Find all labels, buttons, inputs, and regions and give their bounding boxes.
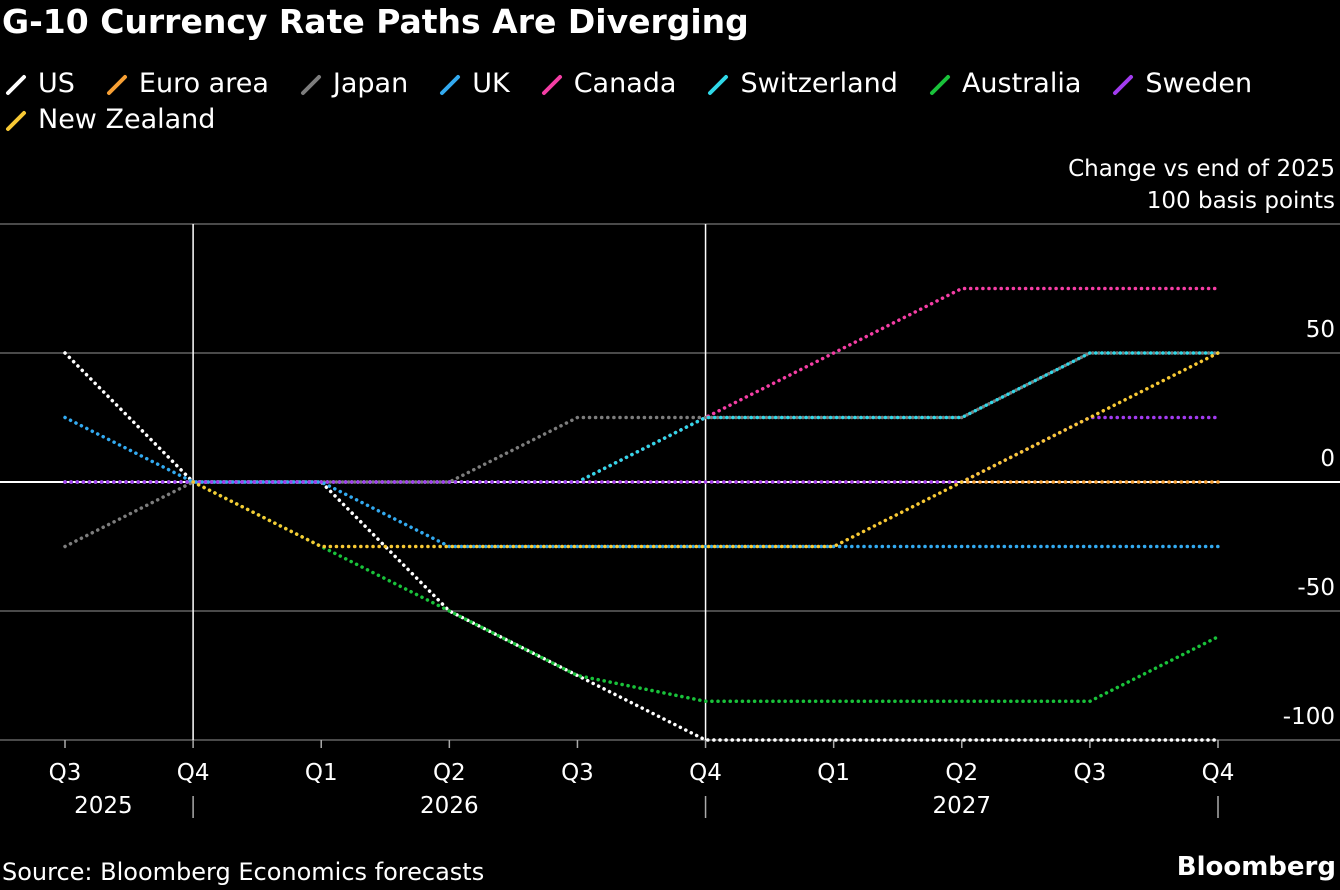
legend-icon (708, 75, 729, 95)
x-tick-label: Q4 (177, 760, 210, 786)
y-tick-label: -100 (1283, 704, 1335, 730)
legend-icon (106, 75, 127, 95)
legend-icon (541, 75, 562, 95)
legend-item: Japan (299, 66, 408, 102)
legend-label: Australia (961, 68, 1082, 99)
x-tick-label: Q4 (1202, 760, 1235, 786)
series-line (63, 351, 1220, 484)
x-tick-label: Q1 (817, 760, 850, 786)
y-tick-label: -50 (1297, 575, 1335, 601)
legend-icon (1113, 75, 1134, 95)
x-tick-label: Q3 (1074, 760, 1107, 786)
legend-icon (929, 75, 950, 95)
legend-swatch (6, 111, 26, 131)
x-tick-label: Q2 (433, 760, 466, 786)
chart-title: G-10 Currency Rate Paths Are Diverging (2, 2, 749, 41)
legend-label: New Zealand (38, 104, 216, 135)
legend-swatch (440, 75, 461, 95)
legend-icon (440, 75, 461, 95)
legend-swatch (6, 75, 26, 95)
legend-item: New Zealand (4, 102, 215, 138)
y-tick-label: 0 (1320, 446, 1335, 472)
legend: US Euro area Japan UK Canada Switzerland Austr… (4, 66, 1324, 138)
chart: Change vs end of 2025 -100 -50 0 50 100 basis… (0, 156, 1340, 819)
legend-swatch (1113, 75, 1134, 95)
year-label: 2027 (933, 793, 992, 819)
legend-label: UK (472, 68, 510, 99)
x-tick-label: Q3 (561, 760, 594, 786)
legend-label: Sweden (1145, 68, 1253, 99)
x-tick-label: Q4 (689, 760, 722, 786)
year-label: 2026 (420, 793, 479, 819)
y-tick-label: 50 (1306, 317, 1335, 343)
legend-item: US (4, 66, 75, 102)
y-axis-label: Change vs end of 2025 (1068, 156, 1335, 182)
x-tick-label: Q1 (305, 760, 338, 786)
legend-item: Sweden (1111, 66, 1252, 102)
legend-swatch (929, 75, 950, 95)
source: Source: Bloomberg Economics forecasts (2, 858, 485, 886)
legend-icon (6, 75, 26, 95)
series-line (191, 480, 1220, 704)
legend-swatch (106, 75, 127, 95)
x-tick-label: Q2 (945, 760, 978, 786)
year-label: 2025 (74, 793, 133, 819)
legend-item: Switzerland (706, 66, 898, 102)
legend-item: Canada (540, 66, 677, 102)
series-line (63, 286, 1220, 484)
legend-label: Japan (332, 68, 409, 99)
legend-label: US (38, 68, 75, 99)
legend-swatch (541, 75, 562, 95)
y-tick-label: 100 basis points (1147, 188, 1335, 214)
series-line (63, 415, 1220, 549)
legend-item: UK (438, 66, 510, 102)
legend-swatch (708, 75, 729, 95)
legend-item: Australia (928, 66, 1081, 102)
legend-item: Euro area (105, 66, 269, 102)
brand: Bloomberg (1176, 852, 1336, 882)
x-tick-label: Q3 (49, 760, 82, 786)
legend-swatch (300, 75, 321, 95)
legend-label: Euro area (138, 68, 269, 99)
legend-label: Switzerland (740, 68, 898, 99)
legend-icon (300, 75, 321, 95)
legend-label: Canada (573, 68, 677, 99)
series-line (63, 351, 1220, 742)
legend-icon (6, 111, 26, 131)
